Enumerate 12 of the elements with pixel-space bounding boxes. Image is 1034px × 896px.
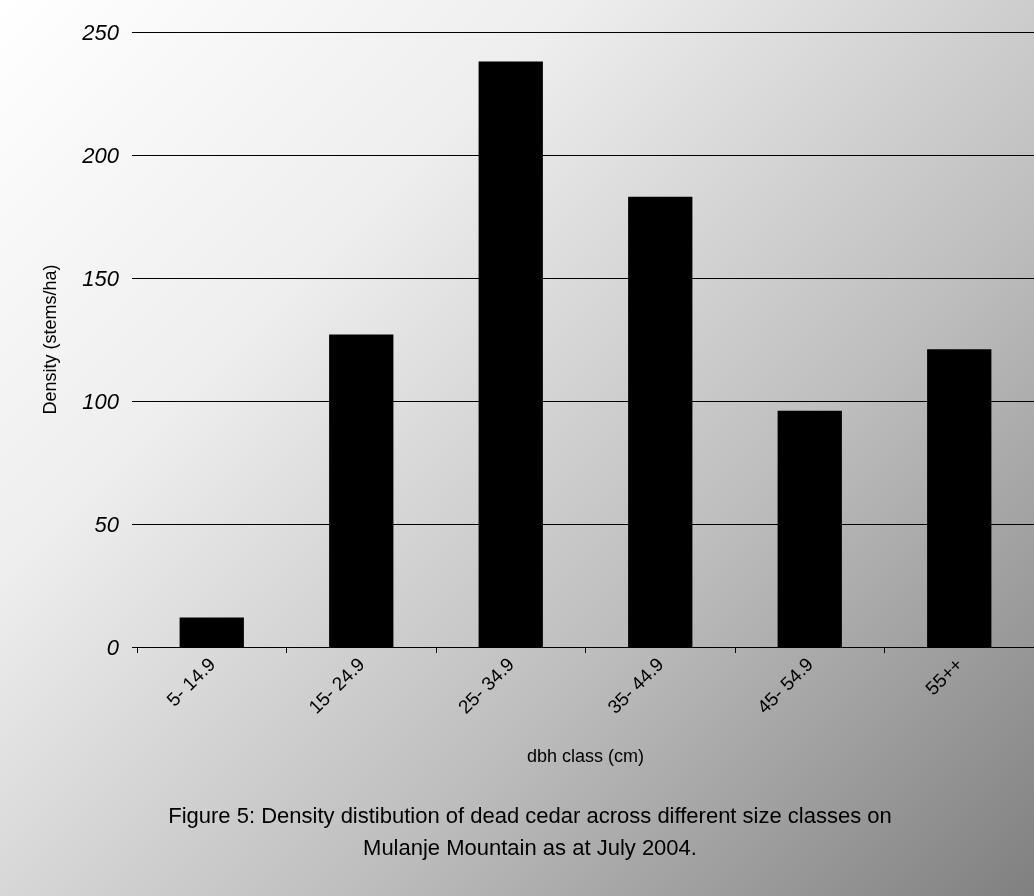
x-tick-label: 35- 44.9	[603, 653, 668, 718]
y-tick-label: 100	[82, 388, 120, 414]
y-tick-label: 0	[106, 634, 120, 660]
x-axis-title: dbh class (cm)	[526, 746, 645, 766]
caption: Figure 5: Density distibution of dead cedar across different size classes on Mulanje Mountain as at July 2004.	[167, 802, 893, 862]
y-tick-label: 50	[94, 511, 120, 537]
y-axis-title: Density (stems/ha)	[40, 264, 60, 415]
x-tick-label: 45- 54.9	[753, 653, 818, 718]
y-tick-label: 250	[81, 19, 120, 45]
y-tick-label: 200	[81, 142, 120, 168]
x-tick-label: 25- 34.9	[454, 653, 519, 718]
y-tick-label: 150	[82, 265, 120, 291]
